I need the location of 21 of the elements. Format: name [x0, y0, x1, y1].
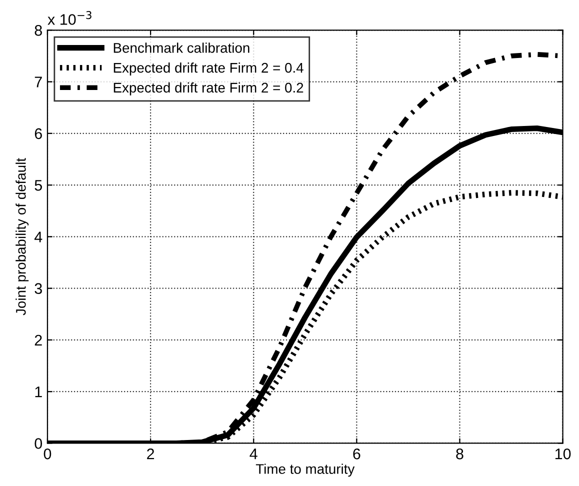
y-tick-label: 6	[34, 128, 42, 140]
y-tick-label: 5	[34, 180, 42, 191]
y-tick-label: 3	[34, 283, 42, 294]
y-axis-title: Joint probability of default	[16, 158, 29, 316]
y-tick-label: 2	[34, 334, 42, 346]
legend-label: Expected drift rate Firm 2 = 0.2	[114, 82, 304, 96]
x-tick-label: 8	[456, 448, 464, 460]
legend-label: Expected drift rate Firm 2 = 0.4	[114, 62, 304, 76]
x-axis-title: Time to maturity	[256, 464, 355, 477]
y-tick-label: 0	[34, 438, 42, 449]
x-tick-label: 0	[44, 448, 52, 460]
legend-label: Benchmark calibration	[114, 42, 250, 53]
x-tick-label: 2	[147, 448, 154, 460]
y-tick-label: 7	[34, 76, 42, 88]
y-tick-label: 8	[34, 25, 42, 36]
x-tick-label: 4	[250, 448, 258, 460]
x-tick-label: 6	[353, 448, 360, 460]
text: x 10$^{−3}$	[48, 10, 92, 25]
y-tick-label: 4	[34, 232, 42, 242]
x-tick-label: 10	[555, 448, 571, 460]
y-tick-label: 1	[35, 386, 42, 398]
